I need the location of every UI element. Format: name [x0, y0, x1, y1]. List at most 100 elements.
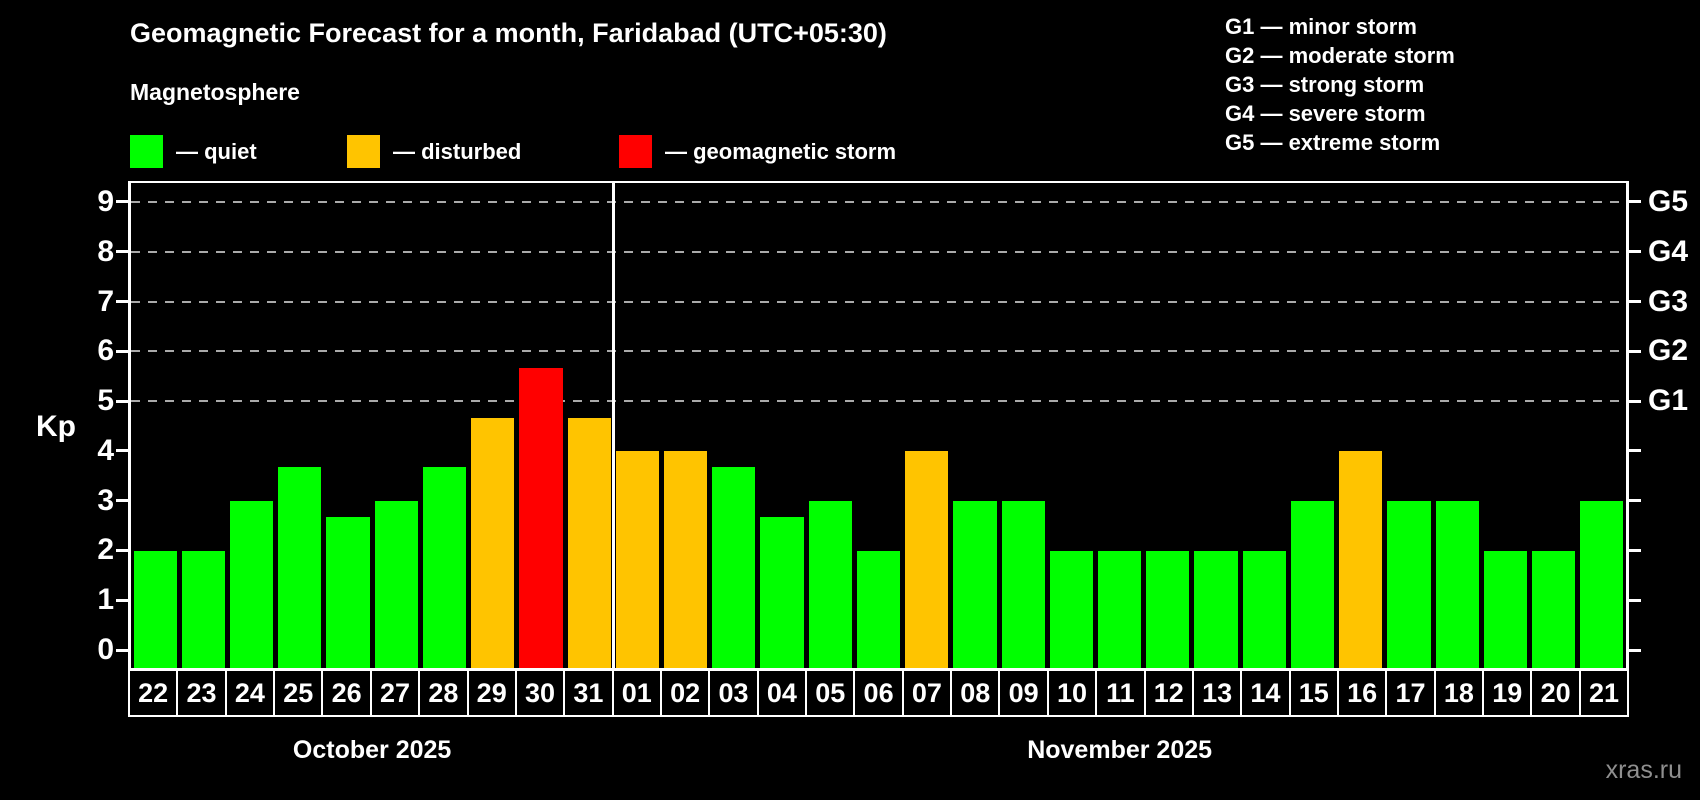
legend-label-disturbed: — disturbed [393, 138, 522, 164]
day-cell-11: 11 [1097, 671, 1144, 715]
day-cell-01: 01 [613, 671, 660, 715]
right-tick-7 [1629, 300, 1641, 303]
day-cell-13: 13 [1193, 671, 1241, 715]
storm-color-swatch-icon [619, 135, 652, 168]
y-tick-label-0: 0 [97, 633, 114, 667]
day-cell-17: 17 [1387, 671, 1434, 715]
left-tick-1 [116, 598, 128, 602]
quiet-color-swatch-icon [130, 135, 163, 168]
plot-area [116, 181, 1641, 671]
disturbed-color-swatch-icon [347, 135, 380, 168]
kp-bar-day-17 [1387, 500, 1431, 668]
kp-bar-day-26 [326, 517, 370, 668]
right-tick-3 [1629, 499, 1641, 503]
storm-scale-legend: G1 — minor storm G2 — moderate storm G3 — … [1225, 12, 1455, 157]
kp-bar-day-27 [374, 500, 418, 668]
day-cell-07: 07 [903, 671, 951, 715]
y-tick-label-6: 6 [97, 334, 114, 368]
kp-bar-day-09 [1001, 500, 1045, 668]
y-tick-label-3: 3 [97, 483, 114, 517]
day-cell-08: 08 [952, 671, 999, 715]
kp-bar-day-15 [1290, 500, 1335, 668]
right-axis-label-g4: G4 [1648, 234, 1689, 268]
day-cell-24: 24 [226, 671, 274, 715]
legend-label-storm: — geomagnetic storm [665, 138, 897, 164]
day-cell-15: 15 [1290, 671, 1337, 715]
month-label-october: October 2025 [292, 736, 452, 764]
kp-bar-day-05 [808, 500, 852, 668]
kp-bar-day-03 [712, 467, 756, 668]
kp-bar-day-04 [760, 517, 804, 668]
day-cell-29: 29 [468, 671, 515, 715]
right-tick-1 [1629, 598, 1641, 602]
right-axis-label-g5: G5 [1648, 184, 1689, 218]
kp-bar-day-07 [905, 450, 949, 668]
day-cell-10: 10 [1048, 671, 1096, 715]
watermark: xras.ru [1605, 756, 1682, 784]
day-cell-30: 30 [516, 671, 564, 715]
kp-bar-day-01 [615, 450, 659, 668]
y-axis-title: Kp [36, 410, 76, 443]
kp-bar-day-10 [1049, 550, 1093, 668]
month-separator-line [612, 183, 615, 668]
day-cell-02: 02 [661, 671, 709, 715]
kp-bar-day-19 [1483, 550, 1528, 668]
left-tick-6 [116, 349, 128, 353]
y-tick-label-9: 9 [97, 184, 114, 218]
kp-bar-day-24 [229, 500, 274, 668]
day-cell-12: 12 [1145, 671, 1192, 715]
gridline-kp5 [131, 400, 1626, 403]
left-tick-9 [116, 200, 128, 204]
storm-scale-line-g4: G4 — severe storm [1225, 101, 1426, 126]
kp-bar-day-23 [181, 550, 225, 668]
day-cell-23: 23 [178, 671, 225, 715]
kp-bar-day-02 [663, 450, 708, 668]
y-tick-label-4: 4 [97, 433, 114, 467]
day-cell-03: 03 [710, 671, 757, 715]
day-cell-28: 28 [420, 671, 467, 715]
right-axis-label-g3: G3 [1648, 284, 1689, 318]
y-tick-label-7: 7 [97, 284, 114, 318]
right-axis-label-g2: G2 [1648, 334, 1689, 368]
gridline-kp6 [131, 350, 1626, 353]
left-tick-3 [116, 499, 128, 503]
storm-scale-line-g2: G2 — moderate storm [1225, 43, 1455, 68]
kp-bar-day-31 [567, 417, 611, 668]
day-cell-27: 27 [371, 671, 419, 715]
kp-bar-day-16 [1339, 450, 1383, 668]
kp-bar-day-28 [422, 467, 467, 668]
kp-bar-day-25 [278, 467, 322, 668]
gridline-kp7 [131, 300, 1626, 303]
storm-scale-line-g1: G1 — minor storm [1225, 14, 1417, 39]
legend-item-quiet: — quiet [130, 135, 257, 168]
kp-bar-day-21 [1580, 500, 1624, 668]
kp-bar-day-08 [953, 500, 997, 668]
kp-bar-day-06 [856, 550, 901, 668]
kp-bar-day-29 [471, 417, 515, 668]
left-tick-0 [116, 648, 128, 652]
right-axis-label-g1: G1 [1648, 384, 1689, 418]
day-cell-06: 06 [855, 671, 902, 715]
day-cell-31: 31 [565, 671, 612, 715]
storm-scale-line-g5: G5 — extreme storm [1225, 130, 1441, 155]
day-cell-04: 04 [758, 671, 806, 715]
day-cell-26: 26 [323, 671, 370, 715]
day-cell-16: 16 [1338, 671, 1386, 715]
gridline-kp9 [131, 200, 1626, 203]
month-label-november: November 2025 [1027, 736, 1213, 764]
right-tick-2 [1629, 548, 1641, 552]
y-tick-label-8: 8 [97, 234, 114, 268]
kp-bar-day-14 [1242, 550, 1286, 668]
right-tick-4 [1629, 449, 1641, 453]
day-cell-25: 25 [275, 671, 322, 715]
left-tick-8 [116, 250, 128, 254]
gridline-kp8 [131, 250, 1626, 253]
magnetosphere-subtitle: Magnetosphere [130, 79, 300, 105]
right-tick-5 [1629, 399, 1641, 403]
right-tick-6 [1629, 349, 1641, 353]
legend-item-storm: — geomagnetic storm [619, 135, 896, 168]
kp-bar-day-30 [519, 367, 563, 668]
right-tick-9 [1629, 200, 1641, 204]
day-cell-05: 05 [807, 671, 854, 715]
legend-item-disturbed: — disturbed [347, 135, 521, 168]
